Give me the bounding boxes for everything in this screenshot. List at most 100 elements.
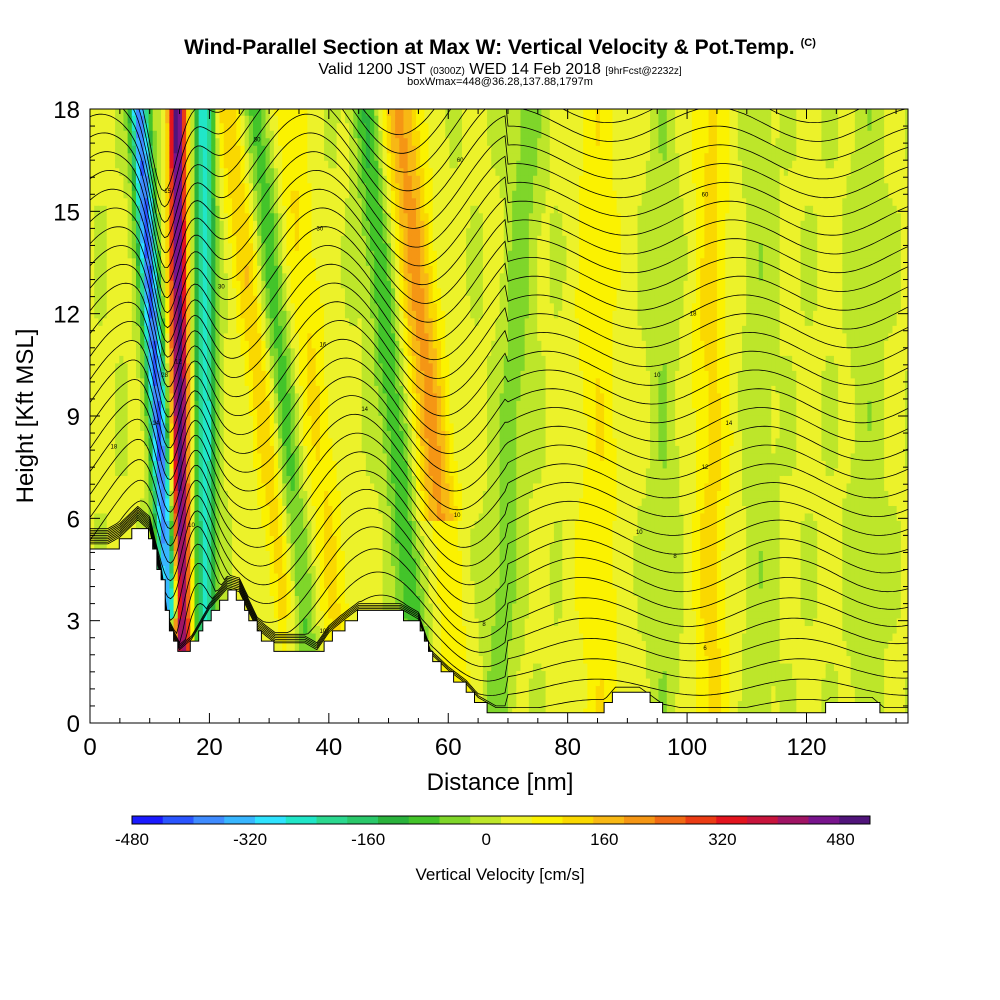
velocity-cell	[227, 205, 233, 214]
velocity-cell	[173, 520, 179, 529]
velocity-cell	[115, 512, 120, 521]
velocity-cell	[328, 415, 334, 424]
velocity-cell	[115, 145, 120, 154]
velocity-cell	[315, 160, 321, 169]
velocity-cell	[161, 340, 166, 349]
velocity-cell	[282, 137, 288, 146]
velocity-cell	[181, 587, 187, 597]
velocity-cell	[294, 340, 300, 349]
velocity-cell	[194, 145, 200, 154]
velocity-cell	[315, 167, 321, 176]
velocity-cell	[215, 385, 221, 394]
velocity-cell	[90, 475, 95, 484]
velocity-cell	[307, 362, 313, 371]
velocity-cell	[198, 362, 204, 371]
velocity-cell	[186, 445, 191, 454]
velocity-cell	[102, 152, 108, 161]
velocity-cell	[307, 212, 313, 221]
velocity-cell	[90, 332, 95, 341]
velocity-cell	[169, 467, 175, 476]
velocity-cell	[194, 257, 200, 266]
velocity-cell	[131, 430, 137, 439]
velocity-cell	[144, 235, 150, 244]
velocity-cell	[211, 362, 216, 371]
velocity-cell	[110, 109, 116, 116]
velocity-cell	[110, 362, 116, 371]
velocity-cell	[110, 512, 116, 521]
velocity-cell	[148, 287, 154, 296]
velocity-cell	[315, 272, 321, 281]
velocity-cell	[340, 317, 346, 326]
chart-title-text: Wind-Parallel Section at Max W: Vertical…	[184, 36, 795, 59]
velocity-cell	[244, 197, 250, 206]
velocity-cell	[319, 332, 325, 341]
velocity-cell	[336, 152, 342, 161]
velocity-cell	[123, 115, 129, 124]
velocity-cell	[198, 310, 204, 319]
velocity-cell	[115, 115, 120, 124]
velocity-cell	[127, 197, 133, 206]
velocity-cell	[186, 497, 191, 506]
velocity-cell	[223, 482, 229, 491]
velocity-cell	[248, 557, 254, 566]
velocity-cell	[110, 347, 116, 356]
velocity-cell	[94, 145, 99, 154]
velocity-cell	[336, 190, 342, 199]
velocity-cell	[332, 130, 338, 139]
velocity-cell	[123, 160, 129, 169]
velocity-cell	[253, 430, 258, 439]
velocity-cell	[169, 325, 175, 334]
velocity-cell	[190, 602, 196, 612]
velocity-cell	[282, 355, 288, 364]
velocity-cell	[332, 197, 338, 206]
velocity-cell	[328, 490, 334, 499]
velocity-cell	[332, 535, 338, 544]
velocity-cell	[102, 145, 108, 154]
velocity-cell	[156, 467, 162, 476]
velocity-cell	[90, 295, 95, 304]
velocity-cell	[123, 272, 129, 281]
velocity-cell	[253, 437, 258, 446]
velocity-cell	[315, 445, 321, 454]
velocity-cell	[194, 482, 200, 491]
velocity-cell	[127, 295, 133, 304]
velocity-cell	[190, 625, 196, 634]
velocity-cell	[202, 160, 208, 169]
velocity-cell	[181, 415, 187, 424]
velocity-cell	[232, 220, 237, 229]
velocity-cell	[253, 407, 258, 416]
velocity-cell	[294, 490, 300, 499]
velocity-cell	[307, 602, 313, 612]
velocity-cell	[319, 272, 325, 281]
velocity-cell	[232, 527, 237, 536]
velocity-cell	[186, 302, 191, 311]
velocity-cell	[198, 497, 204, 506]
velocity-cell	[282, 587, 288, 597]
velocity-cell	[215, 167, 221, 176]
velocity-cell	[248, 302, 254, 311]
velocity-cell	[173, 109, 179, 116]
velocity-cell	[102, 385, 108, 394]
velocity-cell	[148, 227, 154, 236]
velocity-cell	[165, 190, 171, 199]
velocity-cell	[265, 437, 271, 446]
velocity-cell	[144, 109, 150, 116]
velocity-cell	[273, 115, 279, 124]
velocity-cell	[127, 227, 133, 236]
velocity-cell	[244, 235, 250, 244]
velocity-cell	[90, 392, 95, 401]
velocity-cell	[123, 310, 129, 319]
velocity-cell	[278, 220, 283, 229]
velocity-cell	[152, 115, 158, 124]
velocity-cell	[257, 415, 262, 424]
velocity-cell	[215, 212, 221, 221]
velocity-cell	[232, 212, 237, 221]
velocity-cell	[307, 520, 313, 529]
velocity-cell	[215, 205, 221, 214]
velocity-cell	[215, 527, 221, 536]
velocity-cell	[119, 355, 125, 364]
velocity-cell	[94, 452, 99, 461]
velocity-cell	[232, 580, 237, 589]
velocity-cell	[148, 475, 154, 484]
velocity-cell	[286, 550, 292, 559]
